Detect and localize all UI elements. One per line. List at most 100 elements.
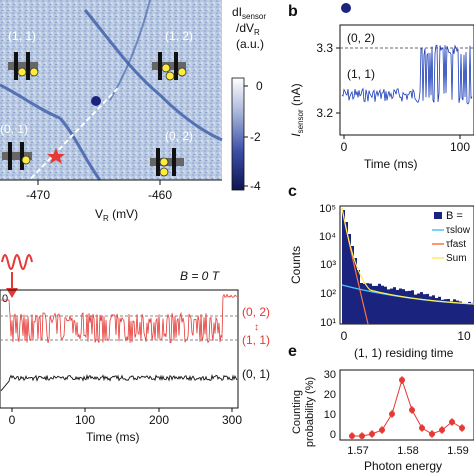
x-tick-label: 0	[9, 413, 16, 427]
y-tick-mark: 0	[2, 293, 8, 305]
operating-point-marker	[91, 96, 101, 106]
panel-a: (1, 1) (1, 2) (0, 1) (0, 2)	[0, 0, 266, 223]
occupation-icon-0-2	[150, 148, 184, 177]
x-tick-label: 0	[341, 140, 348, 154]
stability-map	[0, 0, 222, 180]
histogram-bar	[354, 258, 357, 324]
x-tick-label: 1.57	[347, 445, 368, 457]
state-label: (1, 1)	[347, 67, 375, 81]
x-axis-label: (1, 1) residing time	[354, 346, 454, 360]
histogram-bar	[471, 302, 474, 324]
histogram-bar	[438, 296, 441, 324]
x-tick-label: 1.59	[447, 445, 468, 457]
y-tick-label: 10⁵	[319, 203, 336, 215]
x-tick-label: -460	[148, 188, 172, 202]
occupation-icon-1-2	[152, 52, 187, 81]
histogram-bar	[348, 234, 351, 324]
histogram-bar	[453, 299, 456, 324]
histogram-bar	[360, 283, 363, 324]
histogram-bar	[372, 285, 375, 324]
y-tick-label: 10¹	[320, 317, 336, 329]
legend-label: B =	[446, 210, 463, 222]
histogram-bar	[396, 289, 399, 324]
panel-d: B = 0 T 0 (0, 2) ↕ (1, 1) (0, 1) 0 100 2…	[0, 254, 270, 444]
histogram-bar	[423, 294, 426, 324]
x-tick-label: 100	[450, 140, 470, 154]
histogram-bar	[384, 286, 387, 324]
region-label: (0, 2)	[165, 129, 193, 143]
x-tick-label: 300	[222, 413, 242, 427]
spectrum-line	[352, 378, 463, 437]
histogram-bar	[417, 293, 420, 324]
y-axis-label: Counting	[291, 390, 303, 434]
colorbar-tick: -4	[250, 179, 261, 193]
histogram-bar	[393, 287, 396, 324]
histogram-bar	[408, 290, 411, 324]
histogram-bar	[399, 288, 402, 324]
transition-line-upper	[83, 9, 223, 142]
region-label: (1, 2)	[165, 29, 193, 43]
histogram-bar	[366, 283, 369, 324]
histogram-bar	[462, 304, 465, 324]
histogram-bar	[345, 222, 348, 324]
colorbar	[231, 77, 245, 191]
x-tick-label: 0	[341, 329, 348, 343]
y-tick-label: 3.3	[316, 41, 333, 55]
current-trace	[341, 44, 473, 105]
red-trace	[1, 293, 238, 344]
histogram-bar	[381, 285, 384, 324]
colorbar-tick: -2	[250, 130, 261, 144]
spectrum	[349, 376, 465, 440]
occupation-icon-1-1	[8, 52, 39, 80]
legend-label: τslow	[446, 225, 471, 236]
histogram-bar	[369, 283, 372, 324]
histogram-bar	[342, 210, 345, 324]
black-trace	[0, 373, 238, 392]
transition-line-left	[0, 83, 61, 120]
x-axis-label: Photon energy	[364, 459, 442, 473]
y-axis-label: Counts	[289, 246, 303, 284]
legend-label: Sum	[446, 253, 467, 264]
occupation-icon-0-1	[2, 142, 32, 170]
y-tick-label: 10²	[320, 288, 336, 300]
histogram-bar	[441, 299, 444, 324]
panel-letter: b	[288, 3, 298, 20]
x-axis-label: Time (ms)	[86, 430, 140, 444]
histogram-bar	[411, 290, 414, 324]
y-tick-label: 0	[330, 429, 336, 441]
histogram-bar	[432, 295, 435, 324]
x-tick-label: -470	[26, 188, 50, 202]
state-label: (0, 2)	[347, 31, 375, 45]
y-axis-label: Isensor (nA)	[289, 83, 305, 136]
y-tick-label: 3.2	[316, 106, 333, 120]
histogram-bar	[357, 270, 360, 324]
histogram-bar	[447, 299, 450, 324]
histogram-bar	[456, 300, 459, 324]
fit-sum	[341, 207, 474, 305]
histogram-bar	[387, 289, 390, 324]
y-tick-label: 10	[324, 409, 336, 421]
region-label: (0, 1)	[0, 122, 28, 136]
field-label: B = 0 T	[180, 269, 221, 283]
transition-line-lower	[58, 117, 102, 181]
panel-letter: e	[288, 343, 297, 360]
histogram-bar	[459, 301, 462, 324]
histogram-bar	[378, 283, 381, 324]
x-tick-label: 1.58	[397, 445, 418, 457]
state-arrow: ↕	[254, 322, 259, 333]
microwave-pulse-icon	[1, 254, 33, 270]
histogram-bar	[405, 291, 408, 324]
colorbar-tick: 0	[256, 79, 263, 93]
y-tick-label: 20	[324, 389, 336, 401]
histogram-bar	[414, 294, 417, 324]
x-tick-label: 100	[75, 413, 95, 427]
histogram-bar	[429, 296, 432, 324]
histogram-bar	[375, 285, 378, 324]
histogram-bar	[465, 303, 468, 324]
panel-c: c Counts B = τslow τfast Sum 10⁵ 10⁴ 10³…	[288, 183, 474, 360]
histogram-bar	[426, 293, 429, 324]
histogram-bar	[435, 298, 438, 324]
histogram-bar	[402, 289, 405, 324]
region-label: (1, 1)	[8, 29, 36, 43]
x-tick-label: 10	[457, 329, 471, 343]
